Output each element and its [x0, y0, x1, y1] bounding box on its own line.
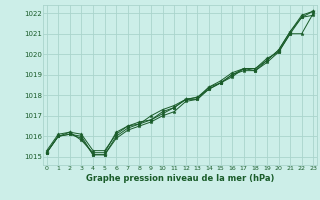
X-axis label: Graphe pression niveau de la mer (hPa): Graphe pression niveau de la mer (hPa) — [86, 174, 274, 183]
